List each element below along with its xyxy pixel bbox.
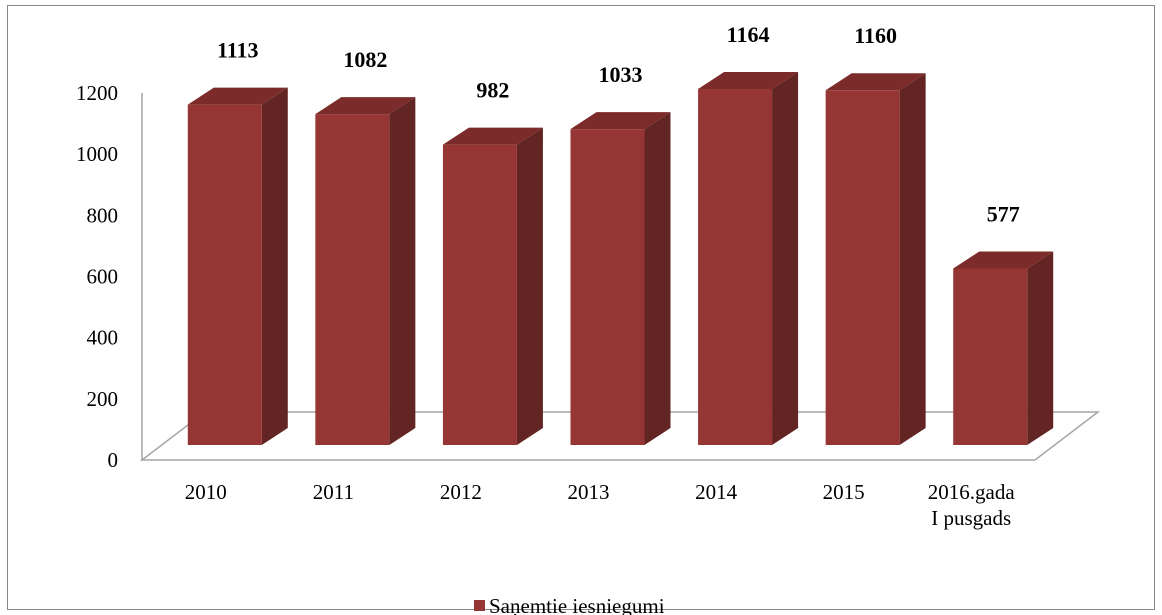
- bar-side: [516, 127, 543, 446]
- bar-side: [899, 73, 926, 445]
- x-tick-label: 2013: [568, 480, 610, 504]
- x-tick-label: 2014: [695, 480, 738, 504]
- bar-front: [187, 104, 262, 446]
- bar-front: [442, 144, 517, 445]
- x-tick-label: 2011: [313, 480, 354, 504]
- y-tick-label: 1200: [76, 81, 118, 105]
- bar-top: [825, 73, 926, 91]
- bar: [315, 97, 416, 446]
- floor: [139, 411, 1101, 461]
- y-tick-label: 800: [87, 203, 119, 227]
- bar-top: [442, 127, 543, 145]
- bar-side: [644, 112, 671, 446]
- value-label: 1160: [854, 23, 897, 48]
- legend-label: Saņemtie iesniegumi: [489, 594, 665, 615]
- bar-side: [261, 87, 288, 446]
- y-tick-label: 400: [87, 326, 119, 350]
- bar-side: [1027, 251, 1054, 445]
- bar: [570, 112, 671, 446]
- bar-front: [953, 268, 1028, 445]
- bar: [953, 251, 1054, 445]
- value-label: 1164: [727, 22, 770, 47]
- bar-front: [315, 114, 390, 446]
- value-label: 1113: [217, 38, 259, 63]
- bar-top: [315, 97, 416, 115]
- bar: [825, 73, 926, 445]
- x-tick-label: 2016.gada I pusgads: [928, 480, 1016, 530]
- bar-front: [570, 129, 645, 446]
- bar-top: [953, 251, 1054, 269]
- bar-side: [389, 97, 416, 446]
- x-tick-label: 2012: [440, 480, 482, 504]
- bar-top: [698, 72, 799, 90]
- bar: [698, 72, 799, 445]
- value-label: 982: [476, 78, 509, 103]
- value-label: 1082: [343, 47, 387, 72]
- y-tick-label: 1000: [76, 142, 118, 166]
- bar-top: [187, 87, 288, 105]
- bar: [187, 87, 288, 446]
- bar-top: [570, 112, 671, 130]
- bar-front: [825, 90, 900, 445]
- y-tick-label: 0: [108, 448, 119, 472]
- bar-side: [772, 72, 799, 445]
- x-tick-label: 2015: [823, 480, 865, 504]
- legend-swatch: [474, 600, 485, 611]
- value-label: 577: [987, 202, 1020, 227]
- bar-front: [698, 89, 773, 445]
- x-tick-label: 2010: [185, 480, 227, 504]
- bar: [442, 127, 543, 446]
- value-label: 1033: [599, 62, 643, 87]
- y-tick-label: 200: [87, 387, 119, 411]
- y-tick-label: 600: [87, 265, 119, 289]
